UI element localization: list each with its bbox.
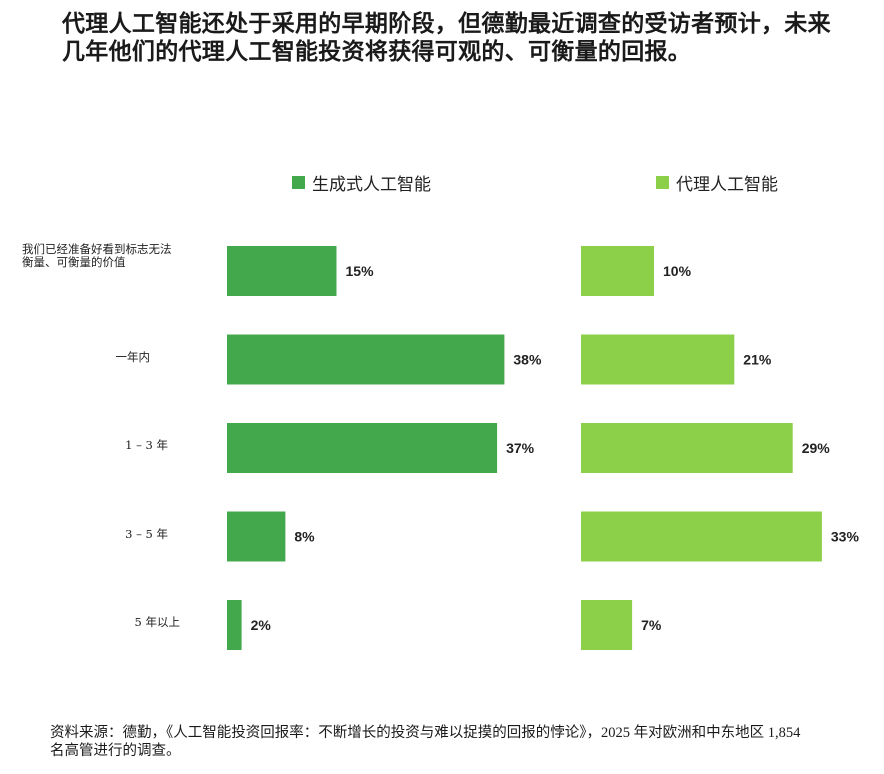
bar-agentic-ai-3 — [581, 511, 822, 562]
chart-title: 代理人工智能还处于采用的早期阶段，但德勤最近调查的受访者预计，未来 几年他们的代… — [62, 10, 862, 66]
source-note-line-2: 名高管进行的调查。 — [50, 743, 181, 759]
data-label-agentic-ai-0: 10% — [663, 263, 692, 279]
data-label-generative-ai-2: 37% — [506, 440, 535, 456]
bar-agentic-ai-1 — [581, 334, 735, 385]
legend-swatch-generative-ai — [292, 176, 305, 189]
legend-label-generative-ai: 生成式人工智能 — [312, 175, 431, 195]
bar-generative-ai-1 — [227, 334, 505, 385]
legend-swatch-agentic-ai — [656, 176, 669, 189]
chart-title-line-1: 代理人工智能还处于采用的早期阶段，但德勤最近调查的受访者预计，未来 — [62, 11, 831, 37]
category-label-ready-now: 我们已经准备好看到标志无法 衡量、可衡量的价值 — [22, 243, 208, 269]
data-label-generative-ai-0: 15% — [346, 263, 375, 279]
legend-item-agentic-ai: 代理人工智能 — [656, 170, 778, 195]
category-label-3-5-years: 3 – 5 年 — [125, 527, 168, 541]
bar-agentic-ai-2 — [581, 423, 793, 473]
category-label-within-1-year: 一年内 — [115, 350, 151, 364]
bar-generative-ai-2 — [227, 423, 498, 473]
bar-generative-ai-0 — [227, 246, 337, 296]
chart-title-line-2: 几年他们的代理人工智能投资将获得可观的、可衡量的回报。 — [62, 39, 692, 65]
bar-agentic-ai-0 — [581, 246, 654, 296]
data-label-generative-ai-1: 38% — [513, 352, 542, 368]
category-label-line: 我们已经准备好看到标志无法 — [22, 242, 172, 256]
series-generative-ai: 15% 38% 37% 8% 2% — [227, 246, 542, 650]
data-label-agentic-ai-3: 33% — [831, 529, 860, 545]
legend-item-generative-ai: 生成式人工智能 — [292, 170, 431, 195]
data-label-agentic-ai-1: 21% — [743, 352, 772, 368]
category-label-over-5-years: 5 年以上 — [134, 615, 180, 629]
data-label-generative-ai-4: 2% — [251, 617, 272, 633]
bar-generative-ai-3 — [227, 511, 286, 562]
legend-label-agentic-ai: 代理人工智能 — [676, 175, 778, 195]
bar-agentic-ai-4 — [581, 600, 633, 650]
data-label-agentic-ai-4: 7% — [641, 617, 662, 633]
data-label-agentic-ai-2: 29% — [802, 440, 831, 456]
data-label-generative-ai-3: 8% — [294, 529, 315, 545]
source-note: 资料来源：德勤，《人工智能投资回报率：不断增长的投资与难以捉摸的回报的悖论》，2… — [50, 724, 880, 760]
source-note-line-1: 资料来源：德勤，《人工智能投资回报率：不断增长的投资与难以捉摸的回报的悖论》，2… — [50, 725, 801, 741]
bar-generative-ai-4 — [227, 600, 242, 650]
series-agentic-ai: 10% 21% 29% 33% 7% — [581, 246, 859, 650]
category-label-line: 衡量、可衡量的价值 — [22, 255, 126, 269]
category-label-1-3-years: 1 – 3 年 — [125, 438, 168, 452]
